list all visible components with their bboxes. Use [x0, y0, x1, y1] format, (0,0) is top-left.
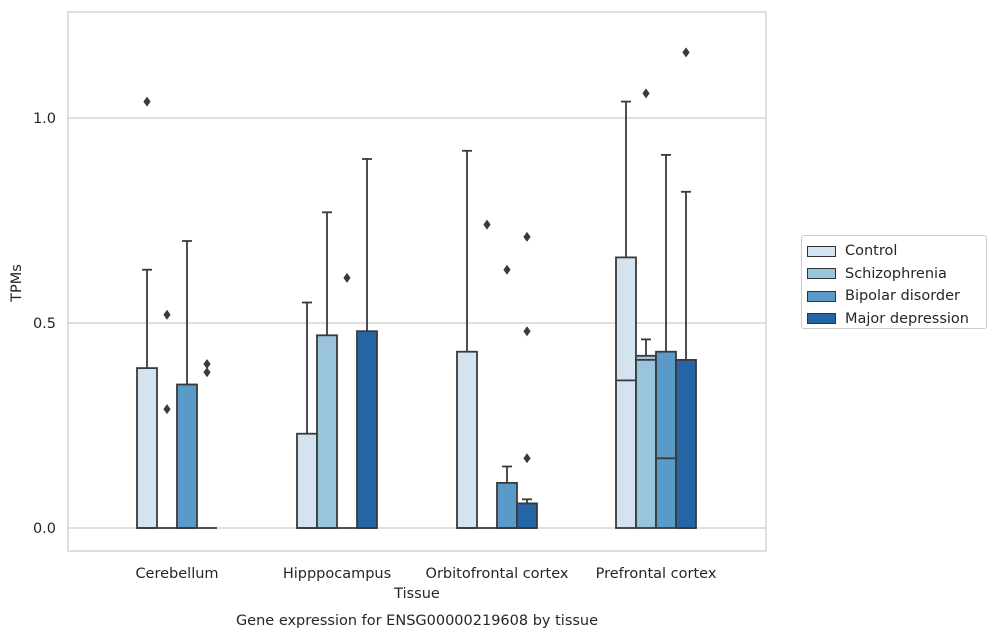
x-tick-label: Hipppocampus [283, 566, 391, 582]
box-group [655, 153, 677, 529]
box [635, 354, 657, 529]
box-group [516, 231, 538, 529]
outlier-point [503, 264, 511, 275]
x-tick-label: Prefrontal cortex [596, 566, 717, 582]
box-marks [136, 47, 697, 529]
outlier-point [642, 88, 650, 99]
box [176, 383, 198, 529]
box [456, 350, 478, 529]
box-group [356, 158, 378, 529]
box-group [136, 96, 158, 529]
outlier-point [523, 453, 531, 464]
box [615, 256, 637, 529]
outlier-point [682, 47, 690, 58]
box-group [296, 301, 318, 529]
x-tick-labels: Cerebellum Hipppocampus Orbitofrontal cort… [135, 566, 716, 582]
box [316, 334, 338, 529]
outlier-point [163, 309, 171, 320]
chart-caption: Gene expression for ENSG00000219608 by t… [236, 613, 598, 629]
box [356, 330, 378, 529]
legend-swatch [807, 313, 836, 325]
outlier-point [483, 219, 491, 230]
box-group [635, 88, 657, 529]
outlier-point [203, 367, 211, 378]
box-group [615, 100, 637, 529]
outlier-point [203, 359, 211, 369]
box [136, 367, 158, 529]
x-tick-label: Orbitofrontal cortex [426, 566, 569, 582]
box-group [477, 219, 497, 529]
y-tick-labels: 0.00.51.01.52.02.5 [33, 111, 56, 537]
box-group [337, 272, 357, 529]
y-axis-label: TPMs [9, 264, 25, 303]
box-group [197, 359, 217, 529]
legend-label: Control [845, 243, 898, 260]
legend-label: Bipolar disorder [845, 288, 960, 305]
legend-item: Major depression [807, 308, 986, 331]
legend-item: Control [807, 240, 986, 263]
legend-swatch [807, 245, 836, 257]
box-group [176, 240, 198, 529]
y-tick-label: 0.5 [33, 316, 56, 332]
legend: Control Schizophrenia Bipolar disorder Majo… [801, 235, 987, 329]
box [496, 481, 518, 529]
x-axis-label: Tissue [393, 586, 440, 602]
box-group [496, 264, 518, 529]
box [655, 350, 677, 529]
legend-item: Bipolar disorder [807, 285, 986, 308]
legend-swatch [807, 268, 836, 280]
outlier-point [523, 326, 531, 337]
legend-label: Major depression [845, 310, 969, 327]
legend-label: Schizophrenia [845, 265, 947, 282]
legend-swatch [807, 290, 836, 302]
outlier-point [143, 96, 151, 107]
box [675, 358, 697, 529]
y-tick-label: 0.0 [33, 521, 56, 537]
box [516, 502, 538, 529]
box-group [456, 149, 478, 529]
x-tick-label: Cerebellum [135, 566, 218, 582]
outlier-point [163, 404, 171, 415]
box [296, 432, 318, 529]
y-tick-label: 1.0 [33, 111, 56, 127]
box-group [675, 47, 697, 529]
outlier-point [343, 272, 351, 283]
box-group [316, 211, 338, 529]
box-group [157, 309, 177, 529]
outlier-point [523, 231, 531, 242]
plot-area-frame [67, 11, 767, 552]
legend-item: Schizophrenia [807, 263, 986, 286]
